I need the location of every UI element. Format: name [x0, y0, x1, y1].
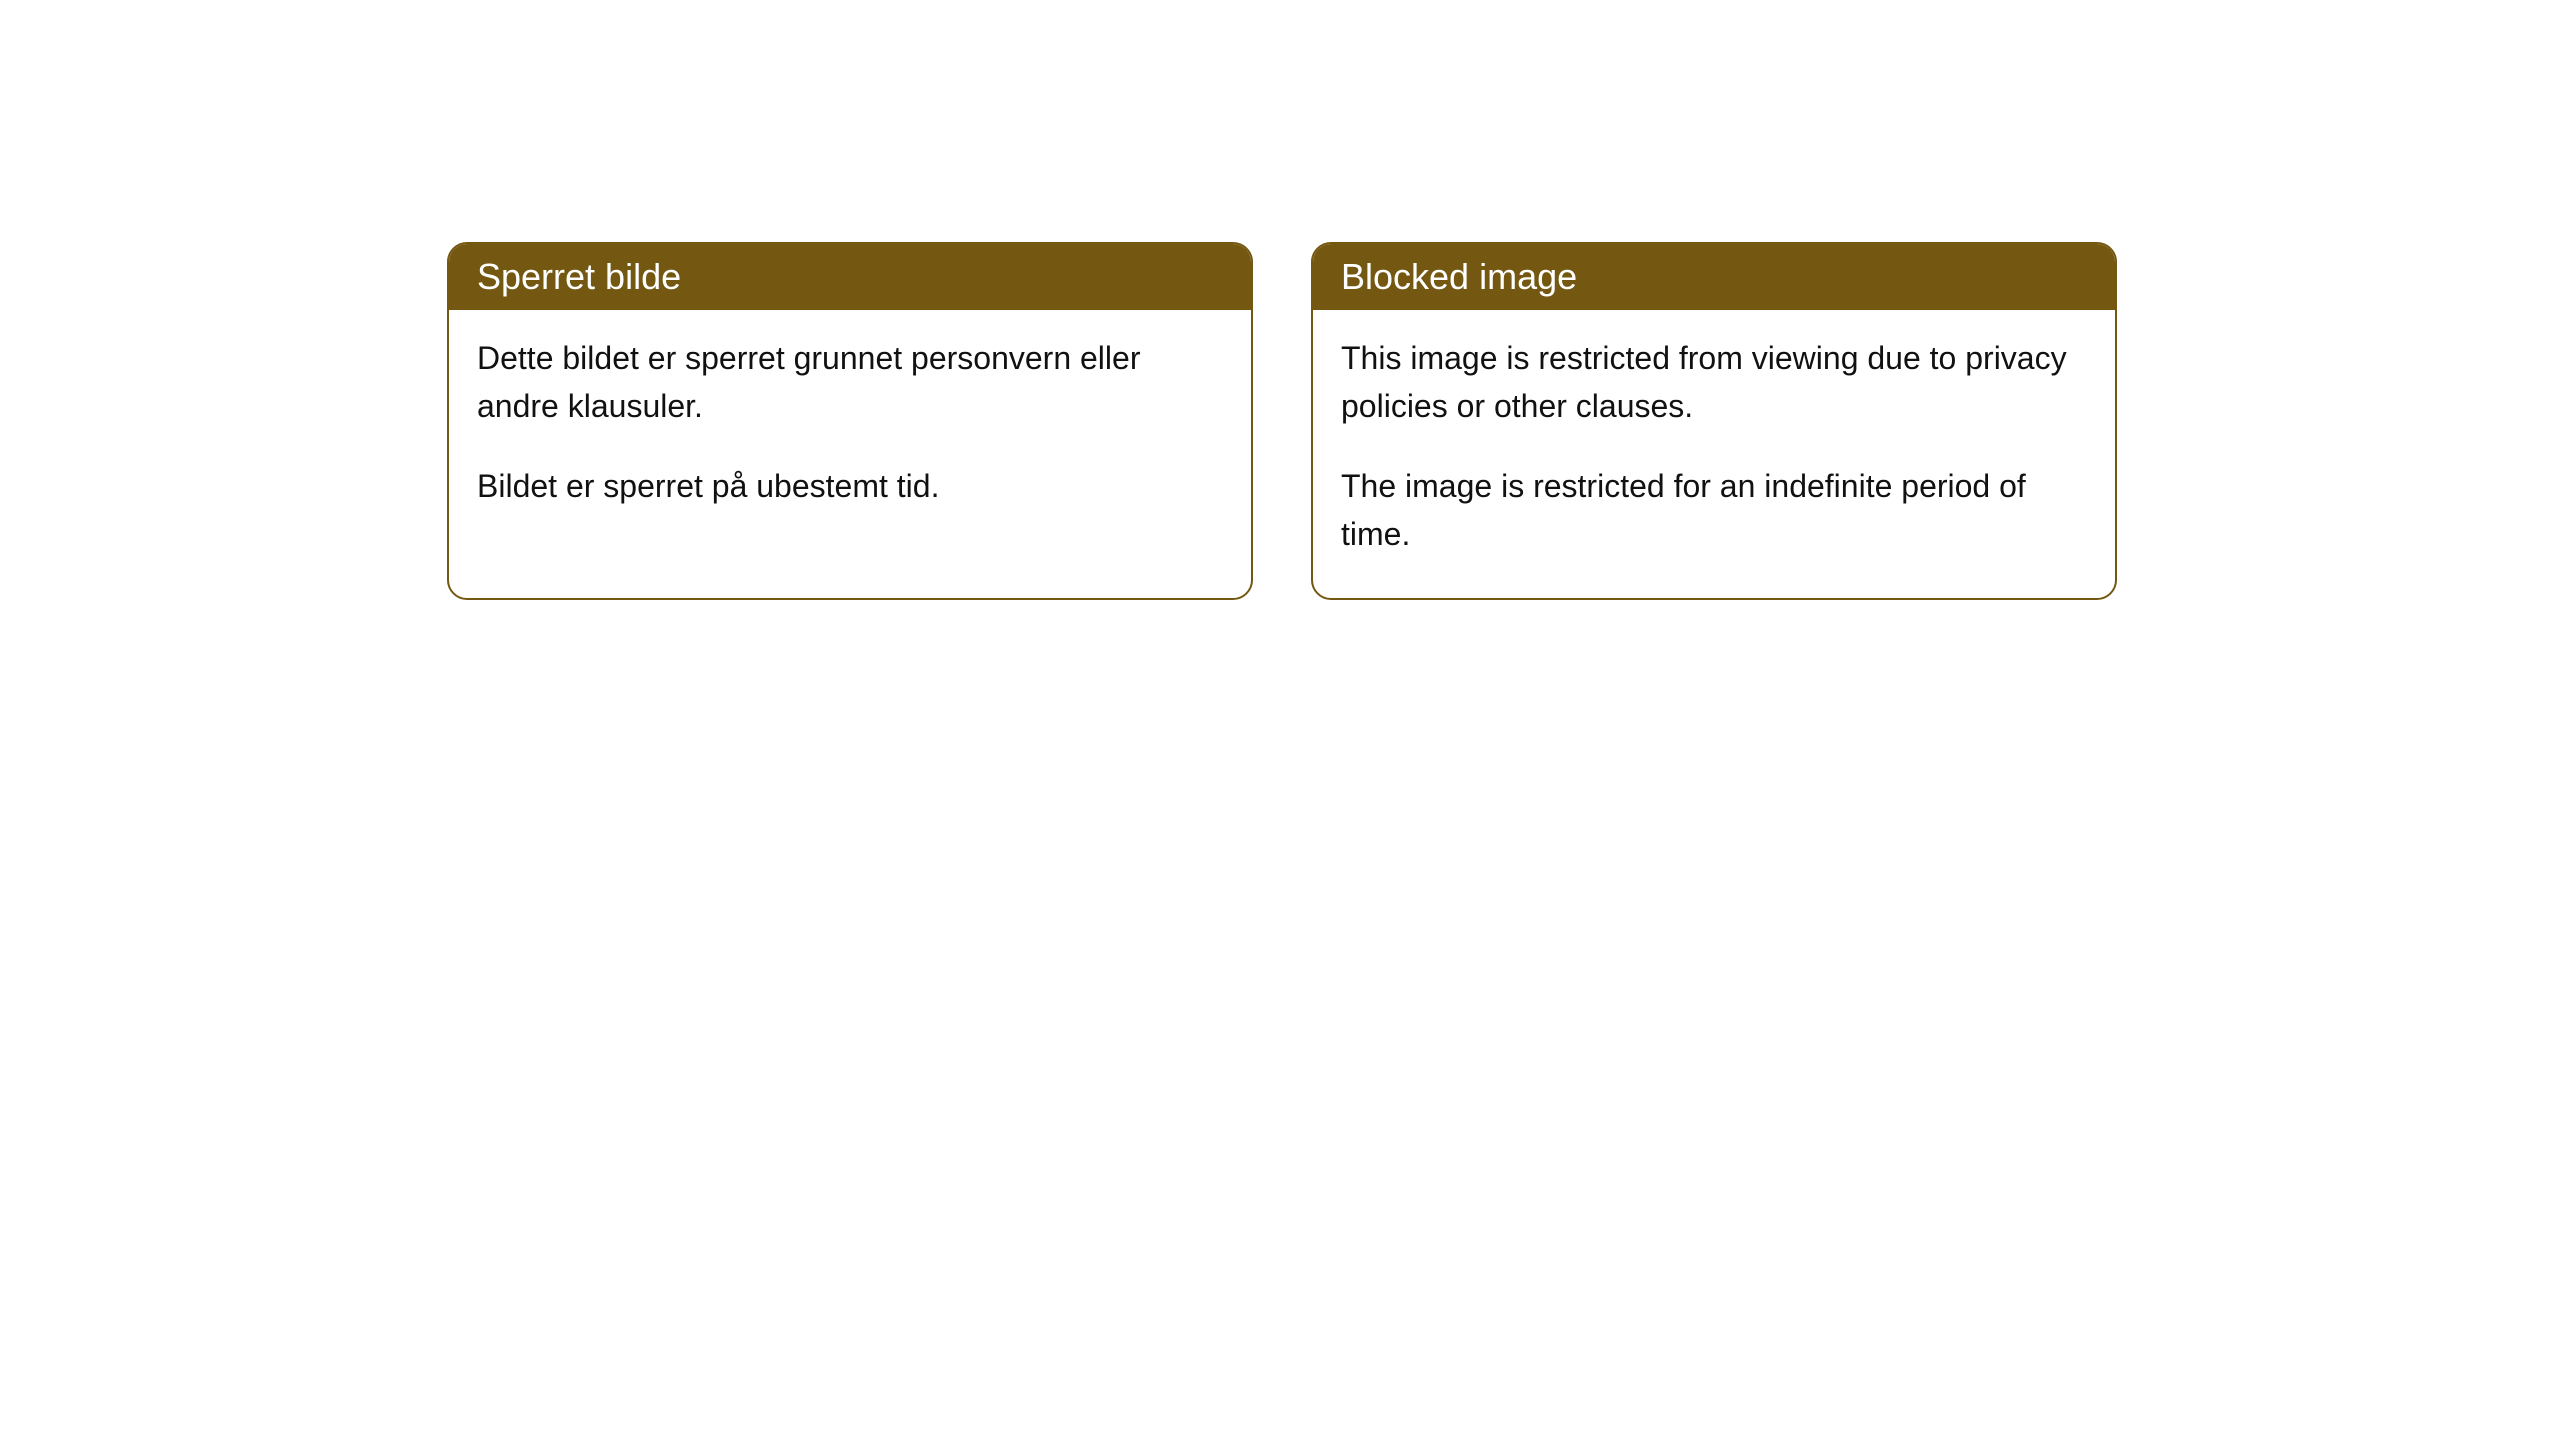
card-paragraph: Bildet er sperret på ubestemt tid. — [477, 462, 1223, 510]
card-header: Sperret bilde — [449, 244, 1251, 310]
card-paragraph: Dette bildet er sperret grunnet personve… — [477, 334, 1223, 430]
card-paragraph: The image is restricted for an indefinit… — [1341, 462, 2087, 558]
card-title: Blocked image — [1341, 256, 1577, 297]
card-body: This image is restricted from viewing du… — [1313, 310, 2115, 598]
card-title: Sperret bilde — [477, 256, 681, 297]
notice-cards-container: Sperret bilde Dette bildet er sperret gr… — [447, 242, 2117, 600]
card-paragraph: This image is restricted from viewing du… — [1341, 334, 2087, 430]
notice-card-norwegian: Sperret bilde Dette bildet er sperret gr… — [447, 242, 1253, 600]
card-body: Dette bildet er sperret grunnet personve… — [449, 310, 1251, 550]
card-header: Blocked image — [1313, 244, 2115, 310]
notice-card-english: Blocked image This image is restricted f… — [1311, 242, 2117, 600]
